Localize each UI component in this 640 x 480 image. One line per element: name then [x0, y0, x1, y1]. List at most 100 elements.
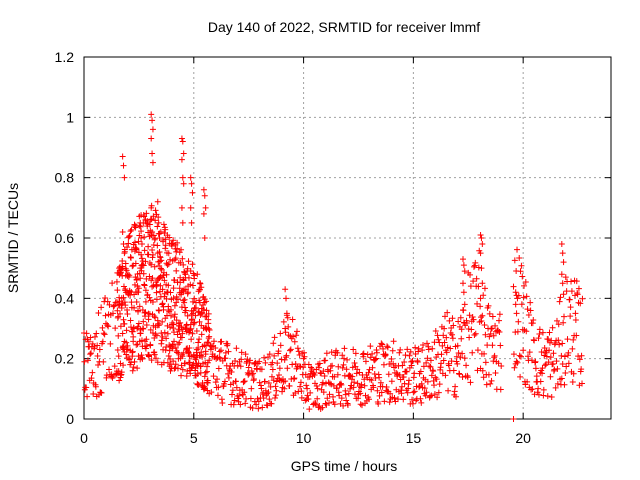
- data-point: [572, 310, 579, 317]
- data-point: [404, 346, 411, 353]
- data-point: [136, 222, 143, 229]
- data-point: [429, 345, 436, 352]
- data-point: [292, 390, 299, 397]
- data-point: [176, 339, 183, 346]
- data-point: [521, 282, 528, 289]
- data-point: [373, 355, 380, 362]
- data-point: [458, 326, 465, 333]
- data-point: [147, 341, 154, 348]
- data-point: [152, 314, 159, 321]
- data-point: [187, 174, 194, 181]
- data-point: [276, 365, 283, 372]
- data-point: [474, 367, 481, 374]
- data-point: [357, 401, 364, 408]
- data-point: [563, 363, 570, 370]
- data-point: [386, 399, 393, 406]
- data-point: [179, 366, 186, 373]
- data-point: [138, 235, 145, 241]
- data-point: [224, 340, 231, 347]
- data-point: [537, 378, 544, 385]
- data-point: [146, 273, 153, 280]
- data-point: [214, 376, 221, 383]
- data-point: [438, 360, 445, 367]
- data-point: [575, 285, 582, 292]
- data-point: [109, 280, 116, 287]
- data-point: [130, 364, 137, 371]
- data-point: [578, 352, 585, 359]
- data-point: [173, 267, 180, 274]
- data-point: [304, 385, 311, 392]
- data-point: [206, 333, 213, 340]
- data-point: [486, 310, 493, 317]
- data-point: [89, 369, 96, 376]
- data-point: [286, 383, 293, 390]
- data-point: [117, 310, 124, 317]
- data-point: [316, 403, 323, 410]
- data-point: [379, 341, 386, 348]
- data-point: [199, 380, 206, 387]
- data-point: [463, 319, 470, 326]
- data-point: [403, 368, 410, 375]
- data-point: [331, 401, 338, 408]
- data-point: [131, 304, 138, 311]
- data-point: [535, 335, 542, 342]
- data-point: [277, 342, 284, 349]
- data-point: [122, 285, 129, 292]
- data-point: [265, 389, 272, 396]
- data-point: [567, 304, 574, 311]
- data-point: [398, 390, 405, 397]
- data-point: [543, 347, 550, 354]
- data-point: [190, 320, 197, 327]
- data-point: [119, 228, 126, 235]
- data-point: [438, 351, 445, 358]
- data-point: [174, 239, 181, 246]
- data-point: [290, 333, 297, 340]
- data-point: [514, 246, 521, 253]
- data-point: [574, 291, 581, 298]
- data-point: [301, 353, 308, 360]
- data-point: [98, 304, 105, 311]
- data-point: [150, 213, 157, 220]
- data-point: [383, 383, 390, 390]
- data-point: [127, 317, 134, 324]
- data-point: [572, 317, 579, 324]
- data-point: [326, 399, 333, 406]
- data-point: [531, 391, 538, 398]
- data-point: [316, 360, 323, 367]
- data-point: [396, 372, 403, 379]
- data-point: [138, 241, 145, 248]
- data-point: [119, 265, 126, 272]
- data-point: [154, 242, 161, 249]
- data-point: [135, 238, 142, 245]
- data-point: [143, 336, 150, 343]
- data-point: [387, 390, 394, 397]
- data-point: [364, 351, 371, 358]
- data-point: [135, 320, 142, 327]
- data-point: [116, 377, 123, 384]
- data-point: [215, 365, 222, 372]
- data-point: [250, 370, 257, 377]
- data-point: [469, 349, 476, 356]
- data-point: [556, 298, 563, 305]
- data-point: [324, 395, 331, 402]
- data-point: [488, 325, 495, 332]
- data-point: [409, 396, 416, 403]
- data-point: [124, 271, 131, 278]
- data-point: [349, 364, 356, 371]
- data-point: [547, 354, 554, 361]
- data-point: [456, 371, 463, 378]
- data-point: [122, 302, 129, 309]
- data-point: [376, 392, 383, 399]
- data-point: [510, 416, 517, 422]
- data-point: [424, 355, 431, 362]
- data-point: [540, 386, 547, 393]
- data-point: [170, 321, 177, 328]
- data-point: [130, 338, 137, 345]
- data-point: [428, 392, 435, 399]
- data-point: [460, 262, 467, 269]
- data-point: [156, 307, 163, 314]
- data-point: [91, 343, 98, 350]
- data-point: [271, 352, 278, 359]
- data-point: [354, 366, 361, 373]
- data-point: [559, 280, 566, 287]
